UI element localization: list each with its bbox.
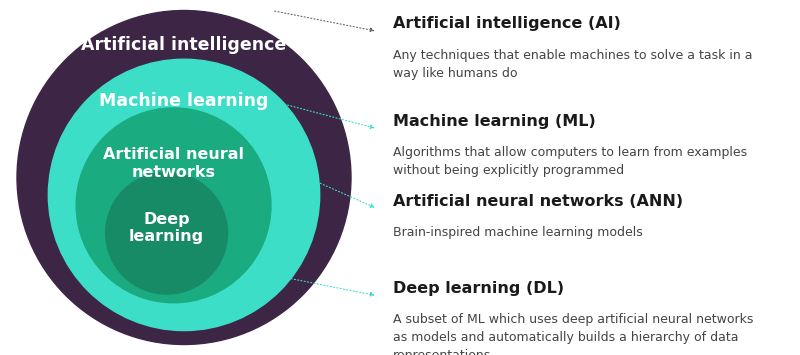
Text: Deep
learning: Deep learning [129, 212, 204, 244]
Text: Machine learning: Machine learning [99, 92, 269, 110]
Text: Algorithms that allow computers to learn from examples
without being explicitly : Algorithms that allow computers to learn… [393, 146, 746, 177]
Text: Artificial intelligence (AI): Artificial intelligence (AI) [393, 16, 621, 31]
Text: Artificial neural
networks: Artificial neural networks [103, 147, 244, 180]
Text: A subset of ML which uses deep artificial neural networks
as models and automati: A subset of ML which uses deep artificia… [393, 313, 753, 355]
Text: Any techniques that enable machines to solve a task in a
way like humans do: Any techniques that enable machines to s… [393, 49, 752, 80]
Text: Deep learning (DL): Deep learning (DL) [393, 281, 564, 296]
Text: Machine learning (ML): Machine learning (ML) [393, 114, 595, 129]
Circle shape [48, 59, 320, 331]
Text: Artificial intelligence: Artificial intelligence [82, 36, 286, 54]
Circle shape [76, 108, 271, 303]
Text: Artificial neural networks (ANN): Artificial neural networks (ANN) [393, 194, 682, 209]
Circle shape [17, 11, 351, 344]
Text: Brain-inspired machine learning models: Brain-inspired machine learning models [393, 226, 642, 239]
Circle shape [106, 172, 227, 294]
